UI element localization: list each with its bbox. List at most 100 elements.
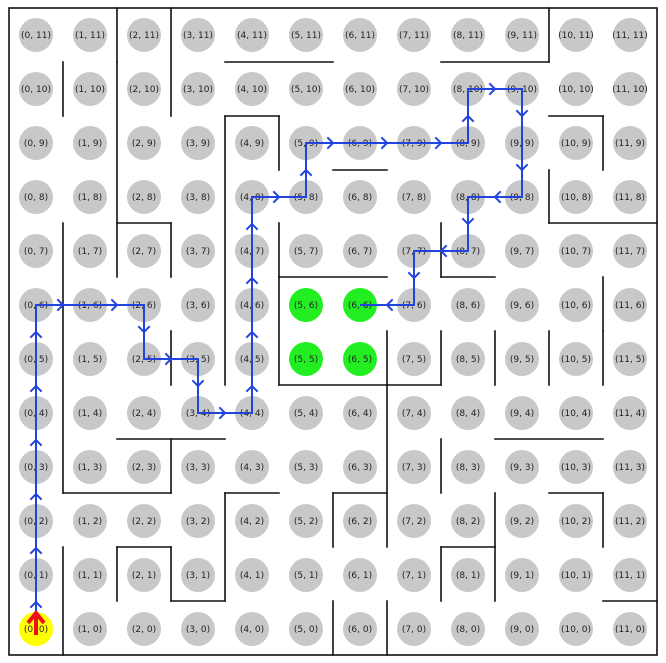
maze-cell: (6, 11) — [343, 18, 377, 52]
cell-circle — [451, 342, 485, 376]
maze-cell: (2, 3) — [127, 450, 161, 484]
cell-circle — [73, 72, 107, 106]
maze-cell: (4, 3) — [235, 450, 269, 484]
path-arrow-icon — [29, 600, 43, 609]
cell-label: (11, 3) — [615, 463, 645, 473]
cell-label: (2, 1) — [132, 571, 156, 581]
cell-circle — [505, 450, 539, 484]
cell-circle — [613, 288, 647, 322]
maze-cell: (1, 2) — [73, 504, 107, 538]
maze-cell: (6, 4) — [343, 396, 377, 430]
cell-circle — [127, 504, 161, 538]
maze-cell: (5, 1) — [289, 558, 323, 592]
cell-circle — [73, 612, 107, 646]
cell-label: (9, 11) — [507, 31, 537, 41]
cell-circle — [73, 558, 107, 592]
cells-layer: (0, 11) (1, 11) (2, 11) (3, 11) (4, 11) (5, 1… — [19, 18, 648, 646]
cell-circle — [559, 126, 593, 160]
cell-label: (7, 4) — [402, 409, 426, 419]
maze-cell: (10, 11) — [558, 18, 594, 52]
cell-label: (9, 1) — [510, 571, 534, 581]
cell-label: (1, 8) — [78, 193, 102, 203]
cell-circle — [613, 126, 647, 160]
cell-label: (10, 3) — [561, 463, 591, 473]
maze-cell: (5, 3) — [289, 450, 323, 484]
path-arrow-icon — [218, 406, 227, 420]
maze-cell: (0, 8) — [19, 180, 53, 214]
cell-label: (9, 6) — [510, 301, 534, 311]
maze-cell: (8, 11) — [451, 18, 485, 52]
cell-label: (8, 1) — [456, 571, 480, 581]
cell-circle — [127, 396, 161, 430]
solution-path-layer — [29, 82, 529, 629]
cell-label: (0, 8) — [24, 193, 48, 203]
cell-label: (6, 5) — [348, 355, 372, 365]
maze-cell: (6, 10) — [343, 72, 377, 106]
cell-circle — [613, 396, 647, 430]
cell-label: (3, 0) — [186, 625, 210, 635]
cell-label: (2, 3) — [132, 463, 156, 473]
maze-cell: (2, 4) — [127, 396, 161, 430]
start-arrow-icon — [26, 611, 46, 625]
maze-cell: (3, 1) — [181, 558, 215, 592]
maze-cell: (7, 1) — [397, 558, 431, 592]
cell-circle — [73, 126, 107, 160]
cell-label: (1, 5) — [78, 355, 102, 365]
maze-cell: (5, 4) — [289, 396, 323, 430]
cell-circle — [181, 234, 215, 268]
path-arrow-icon — [137, 325, 151, 334]
path-arrow-icon — [110, 298, 119, 312]
cell-circle — [181, 504, 215, 538]
cell-circle — [613, 72, 647, 106]
cell-circle — [19, 180, 53, 214]
maze-cell: (7, 4) — [397, 396, 431, 430]
cell-label: (11, 4) — [615, 409, 645, 419]
cell-circle — [73, 450, 107, 484]
cell-circle — [343, 342, 377, 376]
maze-cell: (4, 10) — [235, 72, 269, 106]
cell-circle — [289, 72, 323, 106]
cell-circle — [19, 234, 53, 268]
path-arrow-icon — [515, 163, 529, 172]
goal-cell: (5, 6) — [289, 288, 323, 322]
maze-cell: (6, 1) — [343, 558, 377, 592]
maze-cell: (3, 7) — [181, 234, 215, 268]
cell-label: (8, 4) — [456, 409, 480, 419]
cell-label: (8, 3) — [456, 463, 480, 473]
cell-circle — [19, 18, 53, 52]
maze-cell: (4, 2) — [235, 504, 269, 538]
cell-label: (2, 0) — [132, 625, 156, 635]
cell-circle — [127, 126, 161, 160]
cell-label: (5, 5) — [294, 355, 318, 365]
maze-cell: (3, 2) — [181, 504, 215, 538]
cell-circle — [289, 234, 323, 268]
cell-label: (1, 10) — [75, 85, 105, 95]
path-arrow-icon — [29, 546, 43, 555]
cell-label: (0, 10) — [21, 85, 51, 95]
maze-cell: (2, 0) — [127, 612, 161, 646]
path-arrow-icon — [191, 379, 205, 388]
cell-circle — [343, 396, 377, 430]
maze-cell: (10, 6) — [559, 288, 593, 322]
cell-label: (10, 10) — [558, 85, 594, 95]
cell-circle — [289, 450, 323, 484]
cell-circle — [343, 72, 377, 106]
maze-cell: (9, 4) — [505, 396, 539, 430]
cell-circle — [397, 504, 431, 538]
goal-cell: (6, 5) — [343, 342, 377, 376]
maze-cell: (3, 10) — [181, 72, 215, 106]
cell-label: (3, 7) — [186, 247, 210, 257]
maze-cell: (7, 0) — [397, 612, 431, 646]
cell-label: (6, 0) — [348, 625, 372, 635]
maze-cell: (9, 1) — [505, 558, 539, 592]
maze-cell: (9, 0) — [505, 612, 539, 646]
cell-label: (0, 9) — [24, 139, 48, 149]
cell-circle — [397, 450, 431, 484]
cell-label: (5, 10) — [291, 85, 321, 95]
cell-label: (11, 9) — [615, 139, 645, 149]
cell-label: (2, 9) — [132, 139, 156, 149]
maze-cell: (0, 11) — [19, 18, 53, 52]
maze-cell: (3, 9) — [181, 126, 215, 160]
cell-label: (8, 11) — [453, 31, 483, 41]
maze-cell: (11, 10) — [612, 72, 648, 106]
